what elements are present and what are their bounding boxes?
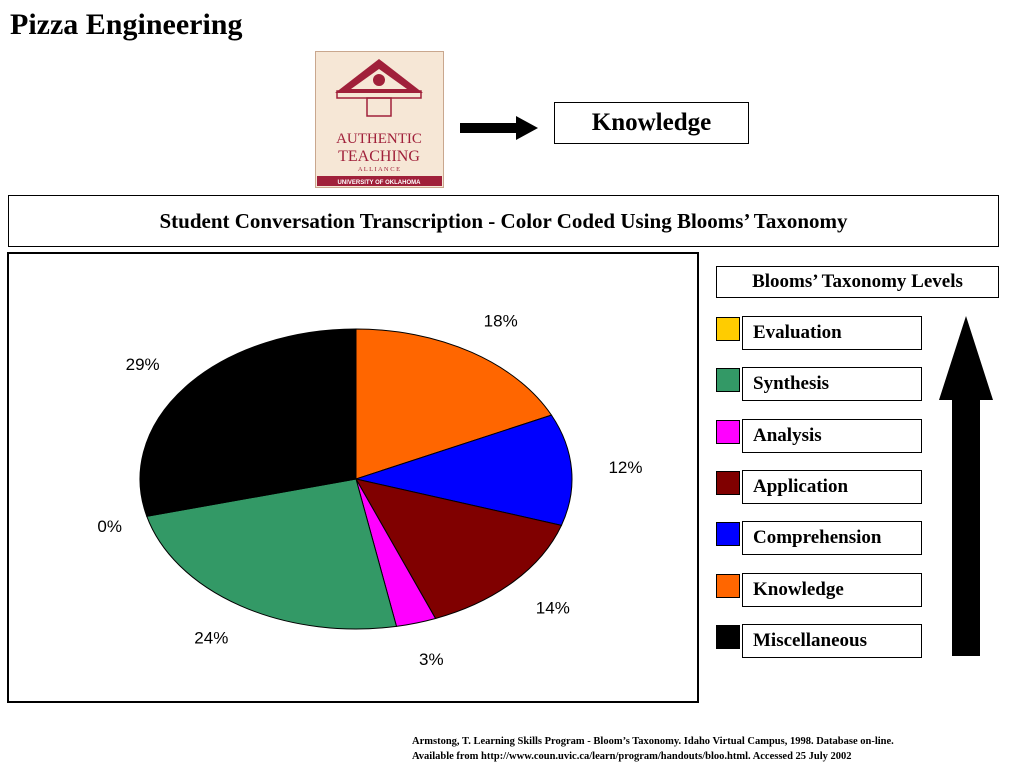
pie-slice-synthesis <box>146 478 398 630</box>
pie-chart: 18% 12% 14% 3% 24% 0% 29% <box>97 312 642 669</box>
legend-title: Blooms’ Taxonomy Levels <box>716 266 999 298</box>
legend-item-evaluation: Evaluation <box>742 316 922 350</box>
pie-slice-miscellaneous <box>139 328 357 517</box>
knowledge-box: Knowledge <box>554 102 749 144</box>
legend-swatch-knowledge <box>716 573 740 598</box>
up-arrow-icon <box>939 316 993 656</box>
citation-line2: Available from http://www.coun.uvic.ca/l… <box>412 751 852 762</box>
logo-line1: AUTHENTIC <box>336 131 422 147</box>
legend-swatch-analysis <box>716 419 740 444</box>
citation-line1: Armstong, T. Learning Skills Program - B… <box>412 736 894 747</box>
pie-label-synthesis: 24% <box>194 628 228 647</box>
authentic-teaching-alliance-logo: AUTHENTIC TEACHING A L L I A N C E UNIVE… <box>315 51 444 188</box>
pie-label-miscellaneous: 29% <box>126 355 160 374</box>
pie-label-evaluation: 0% <box>97 517 122 536</box>
pie-slice-comprehension <box>354 414 573 526</box>
pie-slice-application <box>355 478 563 620</box>
legend-item-application: Application <box>742 469 922 504</box>
chart-subtitle: Student Conversation Transcription - Col… <box>8 195 999 247</box>
legend-item-synthesis: Synthesis <box>742 367 922 402</box>
legend-swatch-evaluation <box>716 317 740 341</box>
page-title: Pizza Engineering <box>10 8 243 41</box>
pie-slice-knowledge <box>355 328 553 480</box>
legend-swatch-miscellaneous <box>716 624 740 649</box>
pie-label-analysis: 3% <box>419 650 444 669</box>
legend-swatch-comprehension <box>716 522 740 547</box>
pie-label-comprehension: 12% <box>608 458 642 477</box>
logo-line4: UNIVERSITY OF OKLAHOMA <box>338 180 422 186</box>
legend-swatch-application <box>716 470 740 495</box>
pie-label-knowledge: 18% <box>484 312 518 331</box>
chart-frame: 18% 12% 14% 3% 24% 0% 29% <box>7 252 699 703</box>
legend-item-analysis: Analysis <box>742 418 922 453</box>
right-arrow-icon <box>460 116 538 140</box>
logo-line2: TEACHING <box>338 148 420 165</box>
legend-swatch-synthesis <box>716 368 740 393</box>
citation: Armstong, T. Learning Skills Program - B… <box>412 734 1022 764</box>
legend-item-miscellaneous: Miscellaneous <box>742 623 922 658</box>
legend-item-knowledge: Knowledge <box>742 572 922 607</box>
legend-item-comprehension: Comprehension <box>742 521 922 556</box>
pie-label-application: 14% <box>536 598 570 617</box>
logo-line3: A L L I A N C E <box>358 166 400 173</box>
